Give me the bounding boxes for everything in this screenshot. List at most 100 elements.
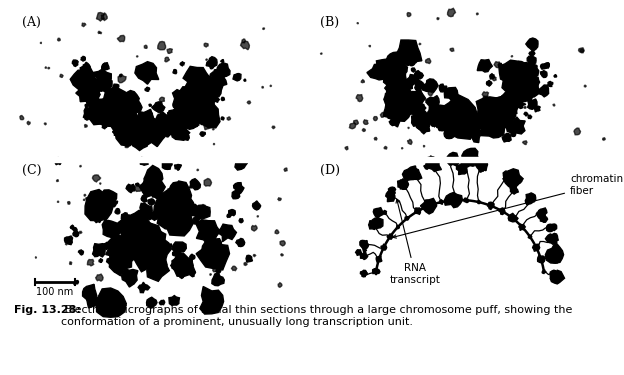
Polygon shape xyxy=(499,89,523,111)
Polygon shape xyxy=(454,159,458,162)
Polygon shape xyxy=(550,256,560,263)
Polygon shape xyxy=(424,163,431,169)
Polygon shape xyxy=(402,92,410,101)
Polygon shape xyxy=(527,56,536,64)
Polygon shape xyxy=(407,13,411,16)
Polygon shape xyxy=(409,168,422,180)
Polygon shape xyxy=(545,63,549,68)
Polygon shape xyxy=(429,104,440,113)
Polygon shape xyxy=(156,112,168,123)
Polygon shape xyxy=(465,123,473,130)
Polygon shape xyxy=(386,89,404,107)
Polygon shape xyxy=(242,39,245,43)
Polygon shape xyxy=(374,117,378,121)
Polygon shape xyxy=(204,76,214,86)
Polygon shape xyxy=(540,64,547,69)
Polygon shape xyxy=(363,120,368,124)
Polygon shape xyxy=(404,106,412,114)
Polygon shape xyxy=(539,85,548,97)
Polygon shape xyxy=(193,205,210,219)
Polygon shape xyxy=(411,68,416,72)
Polygon shape xyxy=(80,165,81,167)
Polygon shape xyxy=(419,120,422,123)
Polygon shape xyxy=(393,58,401,67)
Polygon shape xyxy=(122,219,125,222)
Polygon shape xyxy=(163,222,167,227)
Polygon shape xyxy=(580,49,584,52)
Polygon shape xyxy=(203,78,210,85)
Polygon shape xyxy=(210,65,214,69)
Polygon shape xyxy=(185,99,194,108)
Polygon shape xyxy=(135,130,139,135)
Polygon shape xyxy=(490,94,517,123)
Polygon shape xyxy=(417,88,421,92)
Polygon shape xyxy=(492,77,496,81)
Polygon shape xyxy=(160,121,170,130)
Polygon shape xyxy=(530,105,534,109)
Polygon shape xyxy=(490,74,494,79)
Polygon shape xyxy=(386,192,395,202)
Polygon shape xyxy=(510,186,519,194)
Polygon shape xyxy=(123,90,139,106)
Polygon shape xyxy=(585,85,586,87)
Text: RNA
transcript: RNA transcript xyxy=(389,200,441,285)
Polygon shape xyxy=(85,198,88,200)
Polygon shape xyxy=(162,159,172,170)
Polygon shape xyxy=(603,138,605,140)
Polygon shape xyxy=(199,117,203,122)
Polygon shape xyxy=(140,185,143,189)
Polygon shape xyxy=(121,232,130,241)
Polygon shape xyxy=(119,102,133,116)
Polygon shape xyxy=(104,113,107,116)
Polygon shape xyxy=(172,242,187,255)
Polygon shape xyxy=(198,104,204,110)
Polygon shape xyxy=(475,159,487,171)
Polygon shape xyxy=(181,91,200,112)
Polygon shape xyxy=(387,70,405,87)
Polygon shape xyxy=(217,82,220,86)
Polygon shape xyxy=(132,93,135,96)
Polygon shape xyxy=(181,102,190,112)
Polygon shape xyxy=(522,60,539,81)
Polygon shape xyxy=(187,218,191,222)
Polygon shape xyxy=(397,106,404,112)
Polygon shape xyxy=(128,128,130,130)
Polygon shape xyxy=(357,22,358,24)
Polygon shape xyxy=(469,130,472,132)
Polygon shape xyxy=(425,110,440,125)
Polygon shape xyxy=(90,85,96,92)
Polygon shape xyxy=(98,32,100,33)
Polygon shape xyxy=(208,83,220,92)
Polygon shape xyxy=(96,112,100,117)
Polygon shape xyxy=(489,112,492,117)
Polygon shape xyxy=(149,104,152,106)
Polygon shape xyxy=(180,133,189,140)
Polygon shape xyxy=(82,66,85,69)
Polygon shape xyxy=(204,178,212,186)
Polygon shape xyxy=(109,103,138,130)
Polygon shape xyxy=(104,88,108,93)
Polygon shape xyxy=(466,128,474,136)
Polygon shape xyxy=(262,87,263,88)
Polygon shape xyxy=(363,129,365,132)
Polygon shape xyxy=(222,98,225,100)
Polygon shape xyxy=(396,80,404,87)
Polygon shape xyxy=(204,43,208,47)
Polygon shape xyxy=(540,216,548,222)
Polygon shape xyxy=(169,105,185,124)
Polygon shape xyxy=(362,246,364,249)
Polygon shape xyxy=(404,54,408,57)
Polygon shape xyxy=(554,75,557,77)
Polygon shape xyxy=(82,70,88,76)
Polygon shape xyxy=(185,114,195,124)
Polygon shape xyxy=(462,128,466,132)
Polygon shape xyxy=(135,184,142,191)
Polygon shape xyxy=(369,220,376,230)
Polygon shape xyxy=(436,115,446,129)
Polygon shape xyxy=(321,53,322,54)
Polygon shape xyxy=(160,128,163,130)
Polygon shape xyxy=(135,126,139,130)
Polygon shape xyxy=(391,61,399,67)
Polygon shape xyxy=(418,111,427,118)
Polygon shape xyxy=(526,193,535,202)
